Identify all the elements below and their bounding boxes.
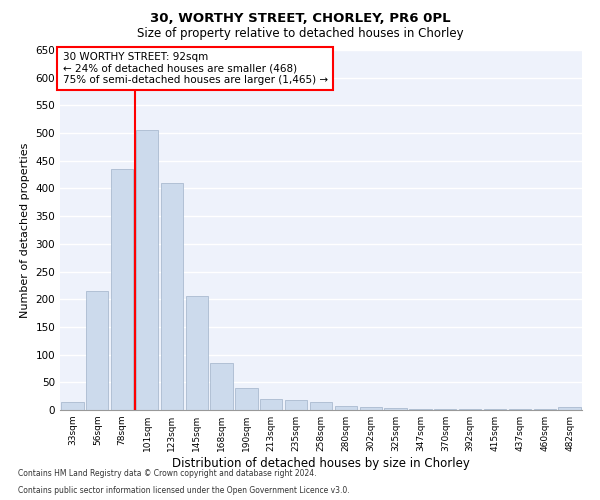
Bar <box>310 402 332 410</box>
Bar <box>211 363 233 410</box>
Bar <box>161 183 183 410</box>
Bar <box>409 409 431 410</box>
X-axis label: Distribution of detached houses by size in Chorley: Distribution of detached houses by size … <box>172 457 470 470</box>
Bar <box>185 296 208 410</box>
Text: Contains public sector information licensed under the Open Government Licence v3: Contains public sector information licen… <box>18 486 350 495</box>
Bar <box>359 407 382 410</box>
Bar <box>235 388 257 410</box>
Bar <box>136 130 158 410</box>
Text: Size of property relative to detached houses in Chorley: Size of property relative to detached ho… <box>137 28 463 40</box>
Bar <box>111 169 133 410</box>
Bar <box>61 402 83 410</box>
Bar <box>260 399 283 410</box>
Text: 30 WORTHY STREET: 92sqm
← 24% of detached houses are smaller (468)
75% of semi-d: 30 WORTHY STREET: 92sqm ← 24% of detache… <box>62 52 328 85</box>
Bar <box>285 400 307 410</box>
Bar <box>559 407 581 410</box>
Bar <box>86 291 109 410</box>
Bar <box>335 406 357 410</box>
Text: Contains HM Land Registry data © Crown copyright and database right 2024.: Contains HM Land Registry data © Crown c… <box>18 468 317 477</box>
Text: 30, WORTHY STREET, CHORLEY, PR6 0PL: 30, WORTHY STREET, CHORLEY, PR6 0PL <box>149 12 451 26</box>
Bar <box>385 408 407 410</box>
Y-axis label: Number of detached properties: Number of detached properties <box>20 142 30 318</box>
